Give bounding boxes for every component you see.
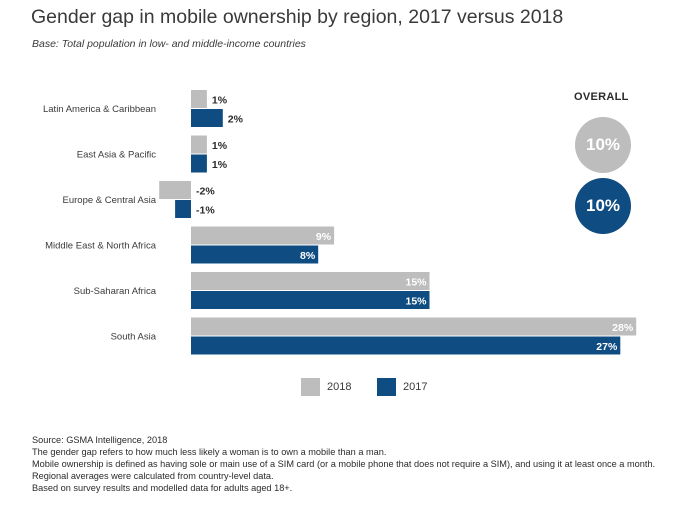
bar-2017-latin-america-and-caribbean — [191, 109, 223, 127]
value-label-2017-latin-america-and-caribbean: 2% — [228, 114, 244, 126]
bar-2018-latin-america-and-caribbean — [191, 90, 207, 108]
legend-swatch-2017 — [377, 378, 396, 396]
value-label-2018-east-asia-and-pacific: 1% — [212, 140, 228, 152]
value-label-2017-south-asia: 27% — [596, 341, 618, 353]
legend-swatch-2018 — [301, 378, 320, 396]
bar-2018-europe-and-central-asia — [159, 181, 191, 199]
bar-2018-sub-saharan-africa — [191, 272, 430, 290]
category-label-east-asia-and-pacific: East Asia & Pacific — [77, 150, 156, 161]
footnotes: Source: GSMA Intelligence, 2018 The gend… — [32, 434, 655, 494]
legend-label-2017: 2017 — [403, 381, 428, 393]
bar-2018-east-asia-and-pacific — [191, 135, 207, 154]
value-label-2017-east-asia-and-pacific: 1% — [212, 159, 228, 171]
category-label-latin-america-and-caribbean: Latin America & Caribbean — [43, 104, 156, 115]
overall-2017-value: 10% — [585, 196, 621, 215]
bar-2017-east-asia-and-pacific — [191, 154, 207, 173]
footnote-source: Source: GSMA Intelligence, 2018 — [32, 435, 168, 445]
value-label-2018-sub-saharan-africa: 15% — [405, 277, 427, 289]
legend-label-2018: 2018 — [327, 381, 352, 393]
bar-2017-europe-and-central-asia — [175, 200, 191, 218]
bar-2017-sub-saharan-africa — [191, 291, 430, 309]
bar-2017-middle-east-and-north-africa — [191, 245, 319, 264]
overall-2018-circle: 10% — [575, 117, 631, 173]
bar-2018-middle-east-and-north-africa — [191, 226, 335, 245]
overall-2018-value: 10% — [585, 135, 621, 154]
overall-title: OVERALL — [574, 91, 629, 103]
value-label-2018-europe-and-central-asia: -2% — [196, 186, 215, 198]
value-label-2018-latin-america-and-caribbean: 1% — [212, 95, 228, 107]
value-label-2018-middle-east-and-north-africa: 9% — [316, 231, 332, 243]
bar-2018-south-asia — [191, 317, 637, 336]
footnote-averages: Regional averages were calculated from c… — [32, 471, 274, 481]
value-label-2017-middle-east-and-north-africa: 8% — [300, 250, 316, 262]
bar-2017-south-asia — [191, 336, 621, 355]
value-label-2017-europe-and-central-asia: -1% — [196, 205, 215, 217]
category-label-middle-east-and-north-africa: Middle East & North Africa — [45, 241, 157, 252]
category-label-south-asia: South Asia — [111, 332, 157, 343]
value-label-2017-sub-saharan-africa: 15% — [405, 296, 427, 308]
footnote-definition-gap: The gender gap refers to how much less l… — [32, 447, 387, 457]
footnote-survey: Based on survey results and modelled dat… — [32, 483, 293, 493]
chart-title: Gender gap in mobile ownership by region… — [31, 6, 564, 28]
footnote-definition-ownership: Mobile ownership is defined as having so… — [32, 459, 656, 469]
category-label-sub-saharan-africa: Sub-Saharan Africa — [74, 286, 157, 297]
overall-2017-circle: 10% — [575, 178, 631, 234]
chart-subtitle: Base: Total population in low- and middl… — [32, 38, 306, 50]
category-label-europe-and-central-asia: Europe & Central Asia — [63, 195, 157, 206]
value-label-2018-south-asia: 28% — [612, 322, 634, 334]
